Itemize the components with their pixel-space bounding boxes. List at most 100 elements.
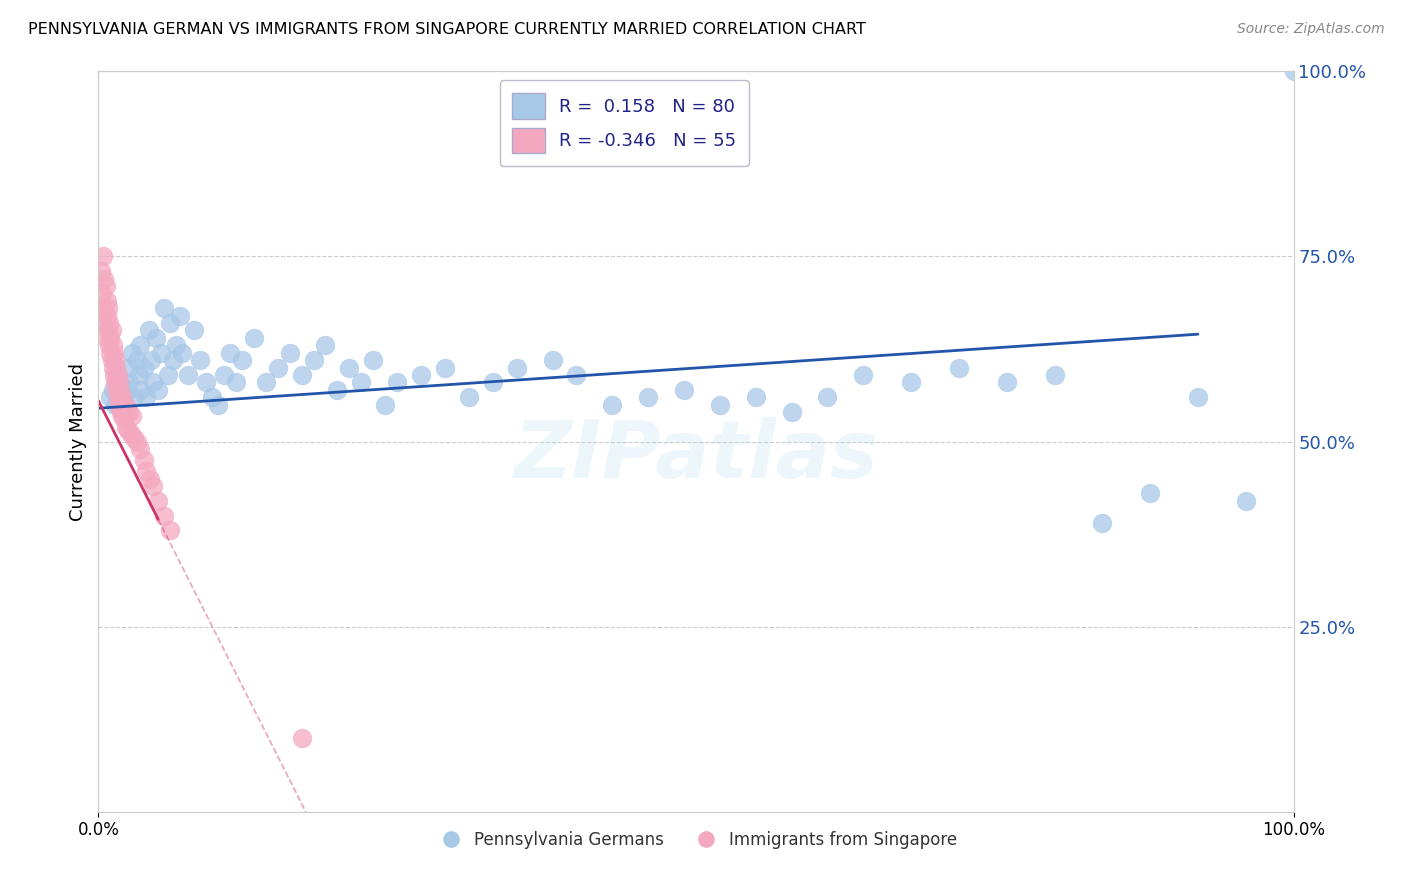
Point [159, 524, 181, 538]
Point [139, 353, 162, 368]
Point [121, 409, 143, 423]
Point [131, 383, 153, 397]
Point [172, 345, 194, 359]
Point [254, 376, 277, 390]
Point [91, 301, 114, 316]
Point [350, 376, 373, 390]
Point [188, 353, 211, 368]
Point [108, 401, 131, 416]
Point [96, 293, 118, 308]
Point [149, 345, 172, 359]
Text: ZIPatlas: ZIPatlas [513, 417, 879, 495]
Point [98, 331, 122, 345]
Point [148, 383, 170, 397]
Point [115, 383, 138, 397]
Point [107, 390, 129, 404]
Point [212, 368, 235, 382]
Point [111, 393, 134, 408]
Point [267, 360, 290, 375]
Point [565, 368, 588, 382]
Point [111, 390, 134, 404]
Text: Source: ZipAtlas.com: Source: ZipAtlas.com [1237, 22, 1385, 37]
Point [1043, 368, 1066, 382]
Point [108, 383, 131, 397]
Point [103, 368, 125, 382]
Point [107, 376, 129, 390]
Point [129, 338, 152, 352]
Point [105, 360, 128, 375]
Point [105, 376, 128, 390]
Point [815, 390, 838, 404]
Point [93, 316, 115, 330]
Point [302, 353, 325, 368]
Point [852, 368, 875, 382]
Point [481, 376, 505, 390]
Point [100, 353, 122, 368]
Point [91, 250, 114, 264]
Point [183, 324, 205, 338]
Point [162, 353, 184, 368]
Point [132, 360, 155, 375]
Point [225, 376, 247, 390]
Point [156, 368, 179, 382]
Point [135, 464, 157, 478]
Point [1234, 493, 1257, 508]
Point [780, 405, 803, 419]
Point [91, 286, 114, 301]
Point [114, 398, 136, 412]
Point [120, 427, 142, 442]
Point [411, 368, 433, 382]
Point [142, 479, 165, 493]
Point [98, 345, 122, 359]
Point [363, 353, 385, 368]
Point [117, 424, 139, 438]
Point [243, 331, 266, 345]
Point [948, 360, 970, 375]
Point [108, 401, 131, 416]
Point [900, 376, 922, 390]
Point [101, 338, 124, 352]
Point [1282, 64, 1305, 78]
Point [103, 345, 125, 359]
Point [111, 409, 134, 423]
Point [385, 376, 409, 390]
Point [278, 345, 301, 359]
Point [94, 331, 117, 345]
Legend: Pennsylvania Germans, Immigrants from Singapore: Pennsylvania Germans, Immigrants from Si… [427, 824, 965, 855]
Point [709, 398, 731, 412]
Point [434, 360, 457, 375]
Point [115, 401, 138, 416]
Point [124, 390, 146, 404]
Point [110, 405, 132, 419]
Point [97, 324, 120, 338]
Text: PENNSYLVANIA GERMAN VS IMMIGRANTS FROM SINGAPORE CURRENTLY MARRIED CORRELATION C: PENNSYLVANIA GERMAN VS IMMIGRANTS FROM S… [28, 22, 866, 37]
Point [111, 379, 134, 393]
Point [110, 393, 132, 408]
Point [148, 493, 170, 508]
Point [195, 376, 218, 390]
Point [98, 338, 121, 352]
Point [315, 338, 337, 352]
Point [995, 376, 1018, 390]
Point [125, 353, 148, 368]
Point [1139, 486, 1161, 500]
Point [1187, 390, 1209, 404]
Point [98, 316, 121, 330]
Point [135, 390, 157, 404]
Point [107, 398, 129, 412]
Point [129, 442, 152, 456]
Point [506, 360, 529, 375]
Point [159, 316, 181, 330]
Point [117, 360, 139, 375]
Point [97, 301, 120, 316]
Point [100, 324, 122, 338]
Point [138, 324, 160, 338]
Point [201, 390, 224, 404]
Point [291, 368, 314, 382]
Point [128, 368, 150, 382]
Point [153, 508, 176, 523]
Point [169, 309, 191, 323]
Point [219, 345, 242, 359]
Point [104, 376, 127, 390]
Point [93, 271, 115, 285]
